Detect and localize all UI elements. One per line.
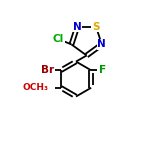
Text: N: N xyxy=(97,40,106,49)
Text: N: N xyxy=(73,22,82,32)
Text: Br: Br xyxy=(41,65,54,75)
Text: F: F xyxy=(98,65,106,75)
Text: Cl: Cl xyxy=(52,34,64,44)
Text: OCH₃: OCH₃ xyxy=(22,83,48,92)
Text: S: S xyxy=(92,22,100,32)
